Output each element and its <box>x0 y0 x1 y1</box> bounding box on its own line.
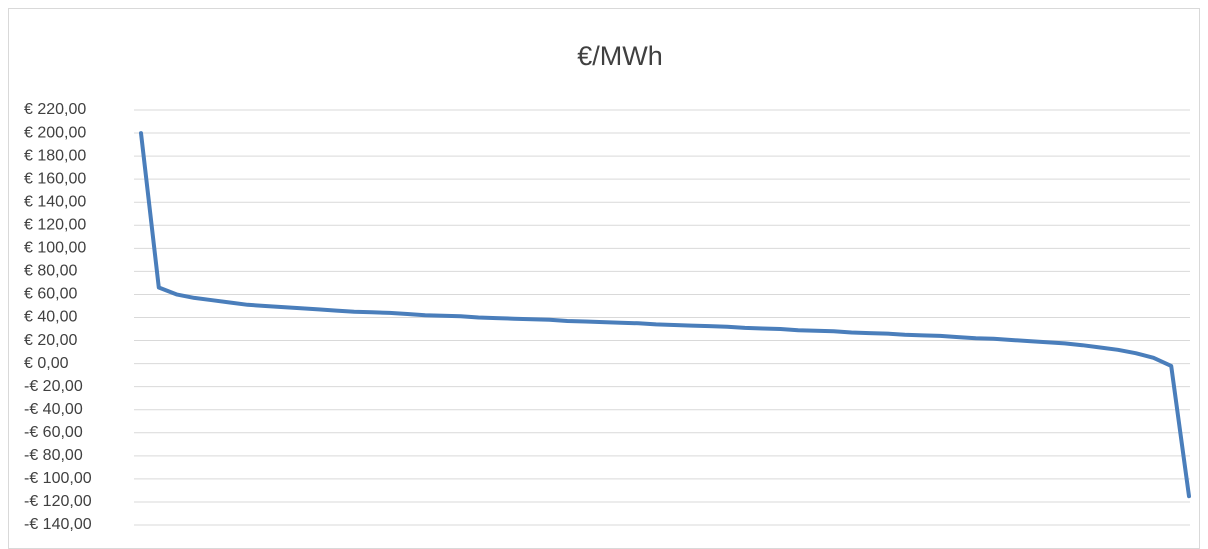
y-tick-label: € 80,00 <box>24 263 77 280</box>
y-tick-label: -€ 80,00 <box>24 447 83 464</box>
y-tick-label: -€ 60,00 <box>24 424 83 441</box>
y-tick-label: € 180,00 <box>24 147 86 164</box>
y-tick-label: € 0,00 <box>24 355 69 372</box>
y-tick-label: -€ 120,00 <box>24 493 92 510</box>
chart-border <box>8 8 1200 549</box>
y-tick-label: € 60,00 <box>24 286 77 303</box>
chart-title: €/MWh <box>577 41 663 71</box>
y-tick-label: -€ 40,00 <box>24 401 83 418</box>
y-tick-label: € 220,00 <box>24 101 86 118</box>
y-tick-label: € 160,00 <box>24 170 86 187</box>
y-tick-label: € 20,00 <box>24 332 77 349</box>
line-series <box>139 131 1191 499</box>
y-tick-label: -€ 20,00 <box>24 378 83 395</box>
y-tick-label: € 40,00 <box>24 309 77 326</box>
y-tick-label: -€ 100,00 <box>24 470 92 487</box>
y-tick-label: € 120,00 <box>24 216 86 233</box>
y-tick-label: € 140,00 <box>24 193 86 210</box>
y-tick-label: € 100,00 <box>24 240 86 257</box>
y-tick-label: € 200,00 <box>24 124 86 141</box>
y-tick-label: -€ 140,00 <box>24 516 92 533</box>
